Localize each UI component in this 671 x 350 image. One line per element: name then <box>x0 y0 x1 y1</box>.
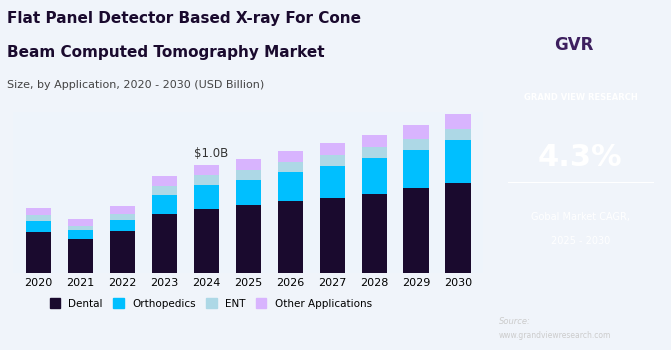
Bar <box>362 147 386 158</box>
Bar <box>152 195 177 214</box>
Bar <box>194 185 219 209</box>
Bar <box>446 114 470 129</box>
Text: Flat Panel Detector Based X-ray For Cone: Flat Panel Detector Based X-ray For Cone <box>7 10 361 26</box>
Bar <box>194 164 219 175</box>
Bar <box>68 239 93 273</box>
Bar <box>362 194 386 273</box>
Bar <box>26 208 51 215</box>
Bar <box>362 134 386 147</box>
Text: Source:: Source: <box>499 317 531 327</box>
Bar <box>446 129 470 140</box>
Text: Gobal Market CAGR,: Gobal Market CAGR, <box>531 212 630 222</box>
Bar <box>194 209 219 273</box>
Bar <box>319 155 345 166</box>
Bar <box>403 188 429 273</box>
Bar <box>26 222 51 232</box>
Text: GVR: GVR <box>554 36 593 55</box>
Bar <box>152 186 177 195</box>
Bar <box>236 180 261 205</box>
Bar <box>110 220 135 231</box>
Text: www.grandviewresearch.com: www.grandviewresearch.com <box>499 331 611 341</box>
Text: Beam Computed Tomography Market: Beam Computed Tomography Market <box>7 46 324 61</box>
Bar <box>26 215 51 222</box>
Bar <box>236 205 261 273</box>
Bar <box>319 198 345 273</box>
Text: Size, by Application, 2020 - 2030 (USD Billion): Size, by Application, 2020 - 2030 (USD B… <box>7 80 264 91</box>
Bar <box>110 214 135 220</box>
Bar <box>403 149 429 188</box>
Bar <box>278 172 303 201</box>
Bar <box>236 170 261 180</box>
Bar <box>236 159 261 170</box>
Bar <box>446 140 470 183</box>
Bar <box>403 125 429 139</box>
Bar <box>152 214 177 273</box>
Bar <box>26 232 51 273</box>
Bar <box>68 219 93 226</box>
Bar <box>110 206 135 214</box>
Bar <box>403 139 429 149</box>
Bar <box>68 226 93 230</box>
Text: 2025 - 2030: 2025 - 2030 <box>551 237 610 246</box>
Bar <box>278 162 303 172</box>
Bar <box>362 158 386 194</box>
Bar <box>110 231 135 273</box>
Text: GRAND VIEW RESEARCH: GRAND VIEW RESEARCH <box>523 93 637 103</box>
Bar <box>319 166 345 198</box>
Bar <box>194 175 219 185</box>
Bar <box>278 201 303 273</box>
Bar <box>68 230 93 239</box>
Legend: Dental, Orthopedics, ENT, Other Applications: Dental, Orthopedics, ENT, Other Applicat… <box>46 294 376 313</box>
Text: $1.0B: $1.0B <box>194 147 228 160</box>
Bar <box>278 150 303 162</box>
Text: 4.3%: 4.3% <box>538 143 623 172</box>
Bar <box>319 143 345 155</box>
Bar <box>446 183 470 273</box>
Bar <box>152 176 177 186</box>
